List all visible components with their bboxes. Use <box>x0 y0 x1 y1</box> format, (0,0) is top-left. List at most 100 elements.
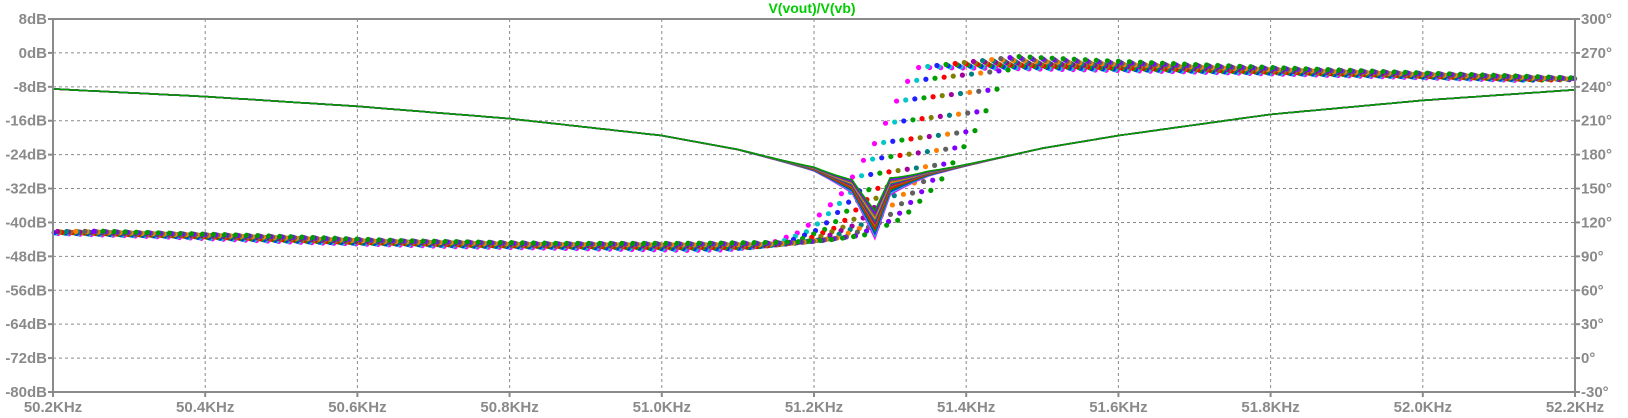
phase-point <box>851 216 857 222</box>
phase-point <box>1546 74 1552 80</box>
phase-point <box>968 71 975 77</box>
x-tick-label: 50.6KHz <box>328 399 386 416</box>
x-axis-ticks: 50.2KHz 50.4KHz 50.6KHz 50.8KHz 51.0KHz 51.2K… <box>24 392 1604 416</box>
phase-point <box>816 212 822 218</box>
phase-point <box>955 111 962 117</box>
phase-curve <box>73 56 1569 248</box>
phase-point <box>889 202 895 208</box>
phase-point <box>888 153 894 160</box>
phase-point <box>887 211 894 217</box>
phase-point <box>652 240 658 246</box>
right-tick-label: 270° <box>1581 45 1612 62</box>
phase-point <box>1314 66 1320 72</box>
phase-point <box>310 234 316 241</box>
phase-point <box>1038 55 1044 61</box>
phase-point <box>1513 73 1519 79</box>
phase-point <box>928 114 934 121</box>
phase-point <box>910 117 916 123</box>
plot-area <box>51 53 1578 253</box>
phase-point <box>1007 54 1013 61</box>
phase-point <box>858 173 865 179</box>
phase-point <box>387 237 393 243</box>
phase-point <box>1479 72 1486 78</box>
phase-point <box>917 198 923 204</box>
phase-point <box>939 93 945 99</box>
phase-point <box>1093 57 1099 63</box>
phase-point <box>1016 53 1022 60</box>
phase-point <box>1325 66 1331 73</box>
phase-point <box>895 217 901 223</box>
phase-point <box>879 155 885 161</box>
phase-point <box>846 199 852 205</box>
phase-point <box>965 110 971 116</box>
phase-point <box>979 57 986 64</box>
magnitude-curve <box>52 88 1576 213</box>
right-axis-ticks: 300° 270° 240° 210° 180° 150° 120° 90° 60° 30° 0° -… <box>1575 11 1612 401</box>
phase-point <box>1148 60 1155 66</box>
left-axis-ticks: 8dB 0dB -8dB -16dB -24dB -32dB -40dB -48dB -56dB… <box>5 11 53 401</box>
phase-point <box>1027 54 1033 60</box>
left-tick-label: -64dB <box>5 316 47 333</box>
phase-point <box>773 239 779 245</box>
phase-point <box>1170 61 1177 67</box>
phase-point <box>941 161 947 167</box>
phase-point <box>1336 67 1342 73</box>
phase-point <box>486 239 493 245</box>
phase-point <box>91 228 97 234</box>
phase-point <box>1270 64 1276 71</box>
phase-point <box>1182 61 1188 67</box>
phase-point <box>989 56 995 63</box>
phase-point <box>882 120 889 126</box>
left-tick-label: -48dB <box>5 248 47 265</box>
phase-point <box>941 74 947 80</box>
phase-point <box>608 240 614 247</box>
phase-point <box>442 238 448 245</box>
phase-point <box>1281 65 1287 71</box>
chart-title: V(vout)/V(vb) <box>768 0 855 16</box>
phase-curve <box>51 62 1536 252</box>
left-tick-label: -56dB <box>5 282 47 299</box>
phase-point <box>925 63 931 70</box>
phase-point <box>827 202 833 208</box>
phase-point <box>924 149 930 155</box>
phase-point <box>850 233 857 240</box>
phase-point <box>806 238 813 244</box>
phase-point <box>978 70 984 76</box>
right-tick-label: 150° <box>1581 181 1612 198</box>
plot-frame <box>52 18 1576 393</box>
phase-point <box>899 137 905 143</box>
phase-point <box>718 240 724 246</box>
phase-point <box>519 240 526 246</box>
phase-point <box>663 240 669 246</box>
phase-point <box>1413 70 1419 76</box>
phase-point <box>398 237 404 244</box>
phase-point <box>963 129 969 135</box>
phase-point <box>244 232 250 238</box>
phase-point <box>685 240 691 246</box>
phase-point <box>901 118 907 124</box>
phase-point <box>920 178 927 185</box>
x-tick-label: 52.2KHz <box>1546 399 1604 416</box>
right-tick-label: 180° <box>1581 147 1612 164</box>
phase-point <box>784 239 790 245</box>
x-tick-label: 51.8KHz <box>1241 399 1299 416</box>
phase-point <box>233 232 239 238</box>
phase-point <box>932 162 938 168</box>
phase-point <box>987 69 993 75</box>
phase-point <box>825 211 832 217</box>
phase-point <box>862 232 868 238</box>
x-tick-label: 50.8KHz <box>480 399 538 416</box>
x-tick-label: 50.4KHz <box>176 399 234 416</box>
phase-point <box>921 95 927 101</box>
phase-point <box>82 228 88 234</box>
phase-point <box>939 176 945 182</box>
phase-point <box>914 77 920 83</box>
phase-point <box>814 221 821 227</box>
phase-point <box>464 239 470 245</box>
phase-point <box>1060 56 1066 62</box>
phase-point <box>255 232 261 239</box>
phase-point <box>553 240 559 246</box>
phase-point <box>950 160 956 166</box>
phase-point <box>277 233 283 239</box>
